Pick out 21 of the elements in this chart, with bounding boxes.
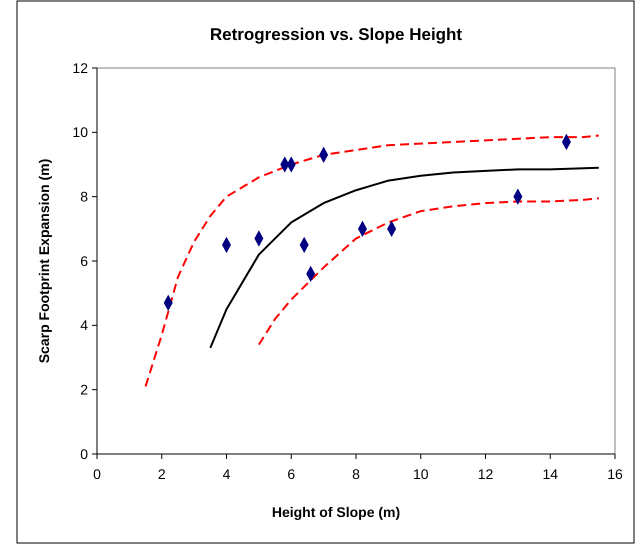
x-tick-label: 4 [222, 466, 231, 482]
y-tick-label: 8 [80, 188, 88, 205]
y-tick-label: 2 [80, 382, 88, 398]
x-axis-title: Height of Slope (m) [272, 504, 400, 520]
y-tick-label: 12 [72, 60, 88, 76]
x-tick-label: 16 [607, 466, 623, 482]
x-tick-label: 6 [287, 466, 296, 482]
x-tick-label: 8 [352, 466, 360, 482]
y-tick-label: 0 [80, 446, 88, 462]
x-tick-label: 14 [542, 466, 558, 482]
x-tick-label: 0 [93, 466, 102, 482]
y-axis-title: Scarp Footprint Expansion (m) [36, 158, 52, 364]
line-series [144, 134, 600, 388]
x-tick-label: 10 [412, 466, 429, 482]
x-tick-label: 2 [158, 466, 166, 482]
line-series [209, 166, 600, 349]
y-tick-label: 6 [80, 252, 88, 269]
x-tick-label: 12 [478, 466, 494, 482]
y-tick-label: 4 [80, 317, 88, 334]
chart-title: Retrogression vs. Slope Height [210, 25, 462, 44]
y-tick-label: 10 [72, 124, 88, 140]
